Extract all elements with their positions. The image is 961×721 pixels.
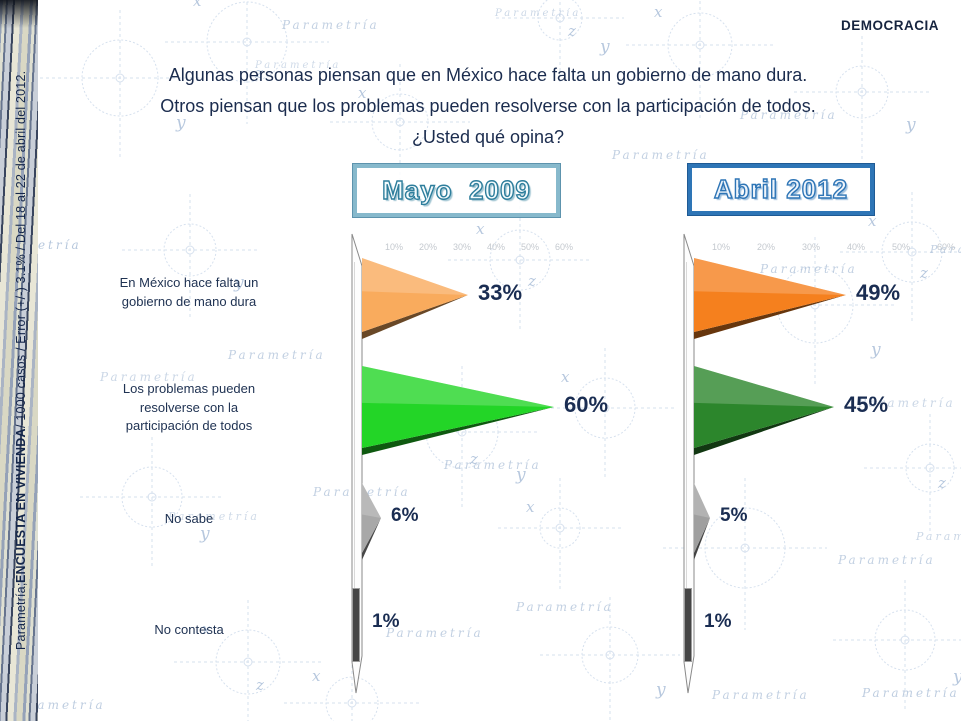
svg-text:z: z xyxy=(469,450,478,468)
value-label-mayo-2009-row1: 60% xyxy=(564,392,609,417)
value-label-mayo-2009-row2: 6% xyxy=(391,505,419,526)
axis-ghost-label: 50% xyxy=(892,242,911,252)
survey-question: Algunas personas piensan que en México h… xyxy=(130,60,846,153)
axis-ghost-label: 20% xyxy=(419,242,438,252)
svg-text:z: z xyxy=(567,22,576,40)
svg-text:y: y xyxy=(515,465,526,485)
svg-text:x: x xyxy=(312,667,321,685)
axis-ghost-label: 60% xyxy=(937,242,956,252)
parametria-watermark: Parametría xyxy=(916,530,961,543)
svg-text:x: x xyxy=(202,620,211,638)
category-line: En México hace falta un xyxy=(119,275,259,290)
svg-text:y: y xyxy=(175,113,186,133)
axis-ghost-label: 20% xyxy=(757,242,776,252)
svg-text:y: y xyxy=(952,667,961,687)
category-line: No contesta xyxy=(154,622,224,637)
svg-text:x: x xyxy=(193,0,202,10)
pennant-mayo-2009-row2 xyxy=(362,483,381,560)
column-header-abril-2012-label: Abril 2012 xyxy=(713,173,849,204)
pennant-abril-2012-row2 xyxy=(694,483,710,560)
bar-mayo-2009-row3 xyxy=(352,588,360,662)
axis-ghost-label: 50% xyxy=(521,242,540,252)
svg-text:x: x xyxy=(358,84,367,102)
category-line: resolverse con la xyxy=(139,399,239,415)
category-label-participacion: Los problemas pueden resolverse con la p… xyxy=(88,380,290,436)
value-label-abril-2012-row2: 5% xyxy=(720,505,748,526)
column-header-mayo-2009-label: Mayo 2009 xyxy=(381,174,531,205)
democracia-label: DEMOCRACIA xyxy=(841,18,939,33)
parametria-watermark: Parametría xyxy=(444,458,542,472)
svg-text:y: y xyxy=(870,340,881,360)
value-label-mayo-2009-row0: 33% xyxy=(478,280,523,305)
category-line: Los problemas pueden xyxy=(122,381,256,396)
svg-text:x: x xyxy=(561,368,570,386)
parametria-watermark: Parametría xyxy=(100,370,198,384)
parametria-watermark: Parametría xyxy=(760,262,858,276)
pennant-mayo-2009-row1 xyxy=(362,366,554,455)
parametria-watermark: Parametría xyxy=(228,348,326,362)
category-line: gobierno de mano dura xyxy=(121,293,257,309)
parametria-watermark: Parametría xyxy=(712,688,810,702)
axis-ghost-label: 10% xyxy=(385,242,404,252)
svg-text:z: z xyxy=(919,264,928,282)
sidebar-texture xyxy=(0,0,38,721)
value-label-mayo-2009-row3: 1% xyxy=(372,611,400,632)
parametria-watermark: Parametría xyxy=(168,510,260,523)
parametria-watermark: Parametría xyxy=(255,60,342,71)
svg-text:z: z xyxy=(254,64,263,82)
svg-text:y: y xyxy=(233,273,244,293)
column-header-abril-2012: Abril 2012 xyxy=(688,164,874,215)
question-line-1: Algunas personas piensan que en México h… xyxy=(168,65,808,85)
value-label-abril-2012-row0: 49% xyxy=(856,280,901,305)
category-line: No sabe xyxy=(164,511,214,526)
pennant-mayo-2009-row0 xyxy=(362,258,468,339)
parametria-watermark: Parametría xyxy=(495,8,582,19)
axis-ghost-label: 10% xyxy=(712,242,731,252)
svg-text:x: x xyxy=(868,212,877,230)
axis-ghost-label: 40% xyxy=(487,242,506,252)
axis-ghost-label: 30% xyxy=(453,242,472,252)
parametria-watermark: Parametría xyxy=(612,148,710,162)
svg-text:y: y xyxy=(599,37,610,57)
parametria-watermark: Parametría xyxy=(740,108,838,122)
parametria-watermark: Parametría xyxy=(862,686,960,700)
parametria-watermark: Parametría xyxy=(838,553,936,567)
pennant-abril-2012-row1 xyxy=(694,366,834,455)
category-label-mano-dura: En México hace falta un gobierno de mano… xyxy=(88,274,290,311)
svg-text:y: y xyxy=(199,524,210,544)
value-label-abril-2012-row3: 1% xyxy=(704,611,732,632)
question-line-2: Otros piensan que los problemas pueden r… xyxy=(160,96,816,116)
svg-text:x: x xyxy=(526,498,535,516)
svg-text:y: y xyxy=(905,115,916,135)
parametria-watermark: Parametría xyxy=(282,18,380,32)
axis-ghost-label: 60% xyxy=(555,242,574,252)
svg-text:y: y xyxy=(655,680,666,700)
svg-text:x: x xyxy=(476,220,485,238)
axis-ghost-label: 30% xyxy=(802,242,821,252)
svg-text:z: z xyxy=(937,474,946,492)
category-label-no-contesta: No contesta xyxy=(88,621,290,640)
parametria-watermark: Parametría xyxy=(930,243,961,256)
pennant-abril-2012-row0 xyxy=(694,258,846,339)
category-label-no-sabe: No sabe xyxy=(88,510,290,529)
svg-text:z: z xyxy=(527,272,536,290)
svg-text:x: x xyxy=(654,3,663,21)
question-line-3: ¿Usted qué opina? xyxy=(411,127,565,147)
svg-text:z: z xyxy=(255,676,264,694)
axis-ghost-label: 40% xyxy=(847,242,866,252)
column-header-mayo-2009: Mayo 2009 xyxy=(353,164,560,217)
bar-abril-2012-row3 xyxy=(684,588,692,662)
value-label-abril-2012-row1: 45% xyxy=(844,392,889,417)
parametria-watermark: Parametría xyxy=(858,396,956,410)
parametria-watermark: Parametría xyxy=(386,626,484,640)
parametria-watermark: Parametría xyxy=(516,600,614,614)
category-line: participación de todos xyxy=(125,418,253,433)
